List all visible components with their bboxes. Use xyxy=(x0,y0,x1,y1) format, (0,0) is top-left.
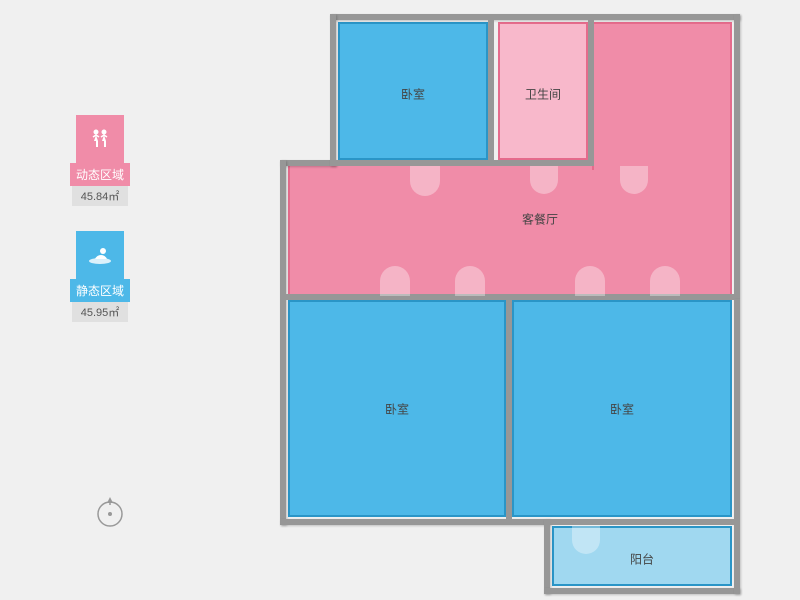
legend-static-label: 静态区域 xyxy=(70,279,130,302)
room-label-living: 客餐厅 xyxy=(522,211,558,228)
static-zone-icon xyxy=(76,231,124,279)
legend-static-value: 45.95㎡ xyxy=(72,302,128,322)
room-label-balcony: 阳台 xyxy=(630,551,654,568)
outer-wall-1 xyxy=(734,14,740,299)
outer-wall-2 xyxy=(280,160,336,166)
room-label-bathroom: 卫生间 xyxy=(525,86,561,103)
door-arc-7 xyxy=(572,526,600,554)
room-living-ext xyxy=(592,22,732,170)
door-arc-4 xyxy=(455,266,485,296)
door-arc-3 xyxy=(380,266,410,296)
outer-wall-8 xyxy=(734,299,740,594)
outer-wall-0 xyxy=(330,14,740,20)
interior-wall-1 xyxy=(588,20,594,162)
door-arc-6 xyxy=(650,266,680,296)
room-label-bedroom1: 卧室 xyxy=(401,86,425,103)
outer-wall-3 xyxy=(280,160,286,525)
room-label-bedroom3: 卧室 xyxy=(610,401,634,418)
compass-icon xyxy=(95,495,125,525)
room-label-bedroom2: 卧室 xyxy=(385,401,409,418)
floorplan-canvas: 卧室卫生间客餐厅卧室卧室阳台 xyxy=(280,14,740,594)
outer-wall-6 xyxy=(544,519,550,594)
legend-dynamic: 动态区域 45.84㎡ xyxy=(70,115,130,206)
interior-wall-0 xyxy=(488,20,494,162)
outer-wall-7 xyxy=(544,588,740,594)
dynamic-zone-icon xyxy=(76,115,124,163)
interior-wall-4 xyxy=(506,298,512,524)
door-arc-2 xyxy=(620,166,648,194)
legend-static: 静态区域 45.95㎡ xyxy=(70,231,130,322)
door-arc-1 xyxy=(530,166,558,194)
legend-dynamic-value: 45.84㎡ xyxy=(72,186,128,206)
outer-wall-4 xyxy=(330,14,336,166)
door-arc-5 xyxy=(575,266,605,296)
interior-wall-5 xyxy=(550,519,734,525)
door-arc-0 xyxy=(410,166,440,196)
legend-panel: 动态区域 45.84㎡ 静态区域 45.95㎡ xyxy=(70,115,130,347)
legend-dynamic-label: 动态区域 xyxy=(70,163,130,186)
